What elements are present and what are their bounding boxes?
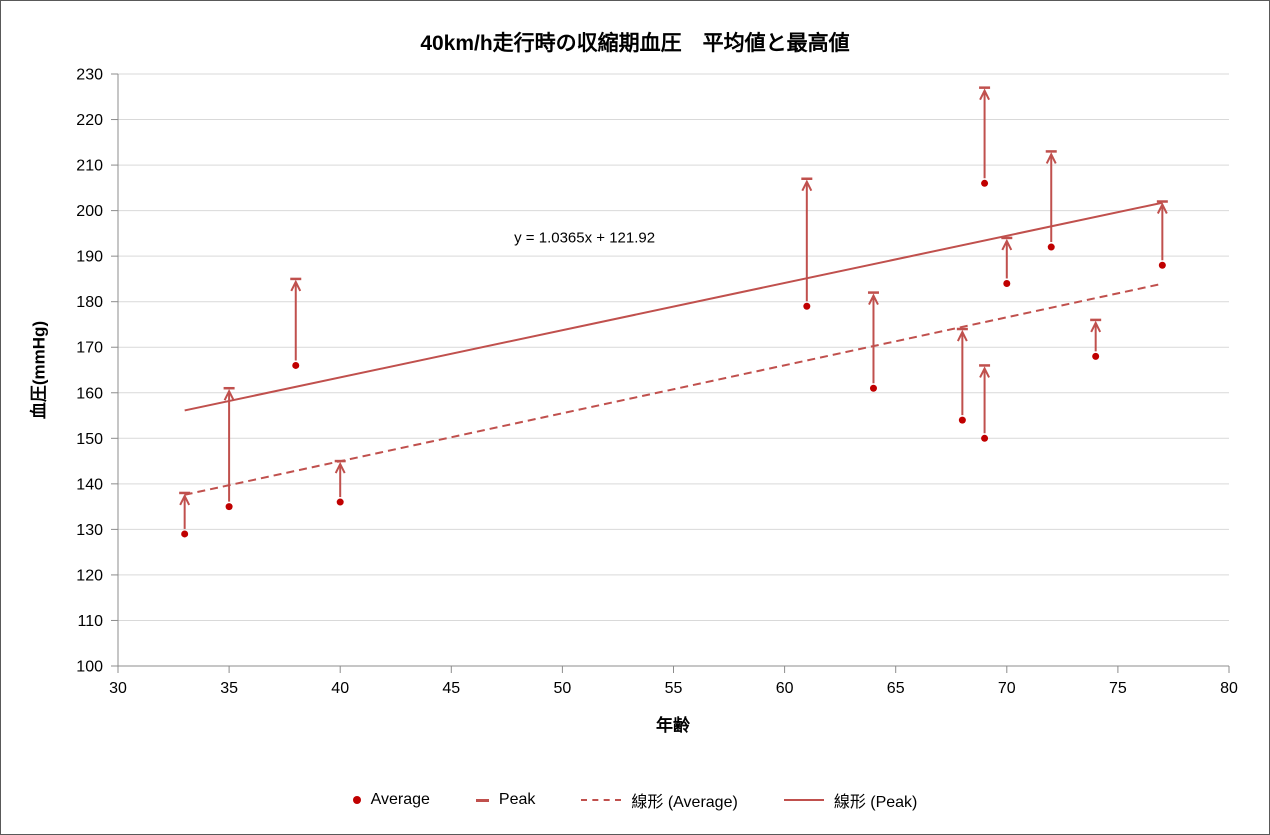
x-tick-label: 65 — [887, 680, 905, 697]
legend-label: Average — [370, 791, 430, 808]
average-marker — [803, 302, 811, 310]
average-marker — [225, 503, 233, 511]
x-tick-label: 55 — [665, 680, 683, 697]
trendline-peak — [184, 201, 1163, 412]
y-tick-label: 110 — [77, 613, 103, 630]
trendline-equation: y = 1.0365x + 121.92 — [514, 229, 656, 247]
average-marker — [181, 530, 189, 538]
dashed-trendline-icon — [581, 799, 622, 801]
x-tick-label: 75 — [1109, 680, 1127, 697]
legend-label: Peak — [498, 791, 536, 808]
trendline-average — [184, 282, 1163, 496]
chart-title: 40km/h走行時の収縮期血圧 平均値と最高値 — [420, 32, 850, 55]
average-marker — [292, 361, 300, 369]
y-tick-label: 150 — [76, 431, 103, 448]
legend-item-peak: Peak — [475, 791, 536, 809]
x-tick-label: 70 — [998, 680, 1016, 697]
average-marker — [869, 384, 877, 392]
y-tick-label: 100 — [76, 659, 103, 676]
x-tick-label: 45 — [442, 680, 460, 697]
y-tick-label: 130 — [76, 522, 103, 539]
arrow-head-icon — [1156, 202, 1168, 214]
arrow-head-icon — [1090, 320, 1102, 333]
y-axis-title: 血圧(mmHg) — [29, 320, 49, 420]
x-axis-title: 年齢 — [656, 716, 690, 735]
peak-dash-icon — [475, 798, 489, 802]
arrow-head-icon — [868, 293, 879, 306]
y-tick-label: 200 — [76, 203, 103, 220]
arrow-head-icon — [179, 493, 191, 506]
y-tick-label: 160 — [76, 385, 103, 402]
arrow-head-icon — [223, 388, 235, 401]
y-tick-label: 180 — [76, 294, 103, 311]
average-marker — [1158, 261, 1166, 269]
arrow-head-icon — [1045, 152, 1057, 164]
legend-label: 線形 (Average) — [631, 794, 738, 811]
x-tick-label: 50 — [554, 680, 572, 697]
average-marker — [1047, 243, 1055, 251]
arrow-head-icon — [979, 366, 990, 378]
average-marker — [1003, 279, 1011, 287]
x-tick-label: 60 — [776, 680, 794, 697]
y-tick-label: 210 — [76, 158, 103, 175]
average-marker — [336, 498, 344, 506]
legend-item-trend-average: 線形 (Average) — [581, 788, 738, 812]
legend: Average Peak 線形 (Average) 線形 (Peak) — [1, 784, 1269, 816]
arrow-head-icon — [801, 179, 813, 192]
legend-label: 線形 (Peak) — [833, 794, 918, 811]
x-tick-label: 80 — [1220, 680, 1238, 697]
legend-item-average: Average — [352, 791, 430, 809]
y-tick-label: 140 — [76, 476, 103, 493]
average-marker — [1092, 352, 1100, 360]
arrow-head-icon — [979, 88, 990, 101]
average-dot-icon — [352, 796, 361, 804]
arrow-head-icon — [956, 329, 968, 342]
x-tick-label: 35 — [220, 680, 238, 697]
y-tick-label: 120 — [76, 567, 103, 584]
y-tick-label: 170 — [76, 340, 103, 357]
legend-item-trend-peak: 線形 (Peak) — [783, 788, 918, 812]
solid-trendline-icon — [783, 799, 824, 801]
y-tick-label: 220 — [76, 112, 103, 129]
arrow-head-icon — [1001, 238, 1013, 251]
x-tick-label: 30 — [109, 680, 127, 697]
average-marker — [958, 416, 966, 424]
arrow-head-icon — [334, 461, 346, 474]
x-tick-label: 40 — [331, 680, 349, 697]
arrow-head-icon — [290, 279, 302, 292]
average-marker — [981, 434, 989, 442]
y-tick-label: 190 — [76, 249, 103, 266]
average-marker — [981, 179, 989, 187]
y-tick-label: 230 — [76, 67, 103, 84]
